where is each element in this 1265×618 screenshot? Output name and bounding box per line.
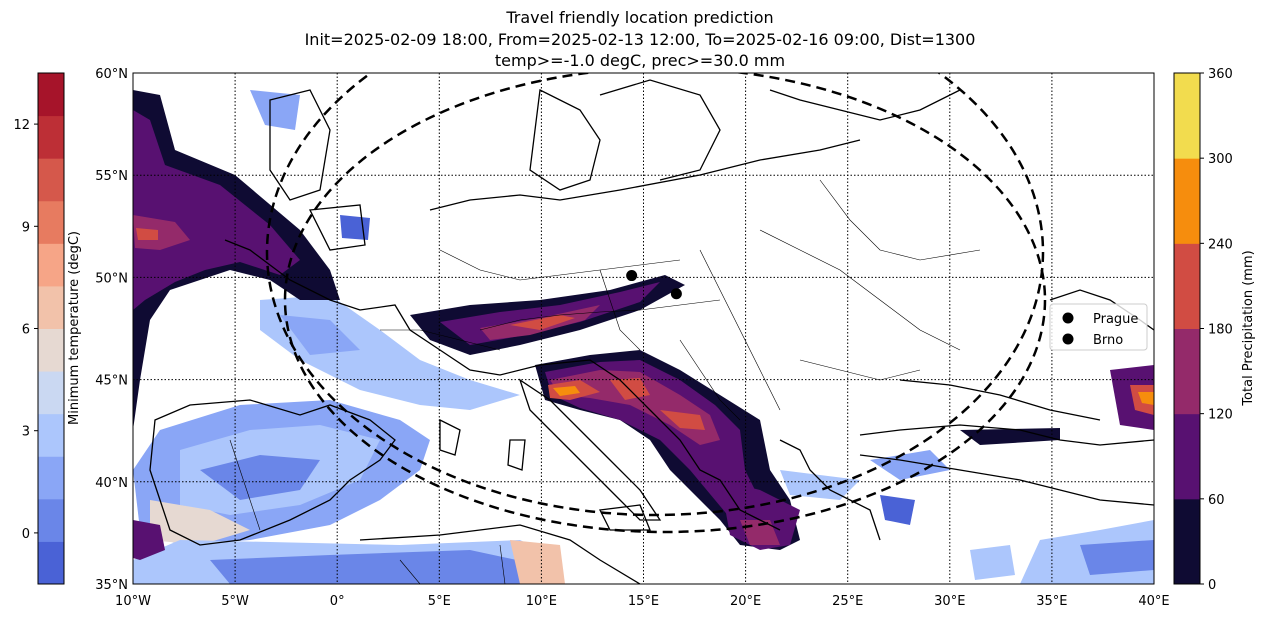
precipitation-colorbar-tick-label: 60 — [1208, 493, 1225, 508]
coastlines — [149, 79, 1154, 584]
lon-tick-label: 30°E — [934, 594, 965, 609]
precipitation-colorbar-tick-label: 300 — [1208, 152, 1233, 167]
lat-tick-label: 35°N — [95, 578, 128, 593]
chart-title-line-1: Travel friendly location prediction — [506, 8, 774, 27]
temperature-colorbar-segment — [38, 73, 64, 117]
temperature-colorbar-tick-label: 0 — [22, 527, 30, 542]
lon-tick-label: 10°W — [115, 594, 151, 609]
precipitation-colorbar-tick-label: 360 — [1208, 67, 1233, 82]
legend-label-prague: Prague — [1093, 312, 1138, 327]
precipitation-colorbar-segment — [1174, 158, 1200, 244]
lon-tick-label: 15°E — [628, 594, 659, 609]
map-plot-area: 10°W 5°W 0° 5°E 10°E 15°E 20°E 25°E 30°E 35°E 40°E… — [95, 67, 1170, 609]
legend-label-brno: Brno — [1093, 333, 1123, 348]
gridlines — [133, 73, 1154, 584]
lon-tick-label: 0° — [330, 594, 345, 609]
chart-title-line-3: temp>=-1.0 degC, prec>=30.0 mm — [494, 51, 786, 70]
temperature-colorbar-segment — [38, 456, 64, 500]
legend-marker-brno — [1062, 333, 1074, 345]
precipitation-colorbar-segment — [1174, 73, 1200, 159]
temperature-colorbar-tick-label: 6 — [22, 323, 30, 338]
precipitation-colorbar-label: Total Precipitation (mm) — [1241, 250, 1256, 406]
temperature-colorbar-tick-label: 3 — [22, 425, 30, 440]
temperature-colorbar-segment — [38, 158, 64, 202]
temperature-colorbar-segment — [38, 413, 64, 457]
lon-tick-label: 35°E — [1036, 594, 1067, 609]
lat-tick-label: 45°N — [95, 374, 128, 389]
temperature-colorbar-segment — [38, 200, 64, 244]
temperature-colorbar-segment — [38, 115, 64, 159]
lat-tick-label: 55°N — [95, 169, 128, 184]
precipitation-colorbar-tick-label: 180 — [1208, 323, 1233, 338]
precipitation-colorbar-tick-label: 120 — [1208, 408, 1233, 423]
precipitation-colorbar-segment — [1174, 243, 1200, 329]
temperature-colorbar-segment — [38, 371, 64, 415]
temperature-colorbar-segment — [38, 541, 64, 585]
chart-title-line-2: Init=2025-02-09 18:00, From=2025-02-13 1… — [304, 30, 976, 49]
legend-marker-prague — [1062, 312, 1074, 324]
temperature-colorbar-segment — [38, 285, 64, 329]
temperature-colorbar-segment — [38, 243, 64, 287]
legend: Prague Brno — [1049, 303, 1148, 351]
temperature-colorbar-label: Minimum temperature (degC) — [67, 231, 82, 425]
lat-tick-label: 40°N — [95, 476, 128, 491]
temperature-colorbar: 0 3 6 9 12 — [13, 72, 65, 585]
temperature-field — [133, 90, 1154, 584]
longitude-axis: 10°W 5°W 0° 5°E 10°E 15°E 20°E 25°E 30°E 35°E 40°E — [115, 594, 1170, 609]
lon-tick-label: 10°E — [526, 594, 557, 609]
lat-tick-label: 60°N — [95, 67, 128, 82]
lon-tick-label: 20°E — [730, 594, 761, 609]
precipitation-colorbar-segment — [1174, 498, 1200, 585]
temperature-colorbar-segment — [38, 498, 64, 542]
temperature-colorbar-tick-label: 12 — [13, 118, 30, 133]
range-circles — [265, 73, 1047, 534]
precipitation-colorbar-segment — [1174, 413, 1200, 500]
precipitation-colorbar-tick-label: 240 — [1208, 237, 1233, 252]
city-marker-brno — [670, 288, 682, 300]
lon-tick-label: 5°E — [428, 594, 451, 609]
lon-tick-label: 40°E — [1138, 594, 1169, 609]
city-marker-prague — [626, 270, 638, 282]
precipitation-colorbar-segment — [1174, 328, 1200, 415]
lon-tick-label: 25°E — [832, 594, 863, 609]
lat-tick-label: 50°N — [95, 271, 128, 286]
temperature-colorbar-tick-label: 9 — [22, 220, 30, 235]
precipitation-colorbar: 0 60 120 180 240 300 360 — [1173, 67, 1233, 593]
temperature-colorbar-segment — [38, 328, 64, 372]
precipitation-colorbar-tick-label: 0 — [1208, 578, 1216, 593]
lon-tick-label: 5°W — [221, 594, 249, 609]
latitude-axis: 35°N 40°N 45°N 50°N 55°N 60°N — [95, 67, 128, 593]
city-markers — [626, 270, 682, 300]
